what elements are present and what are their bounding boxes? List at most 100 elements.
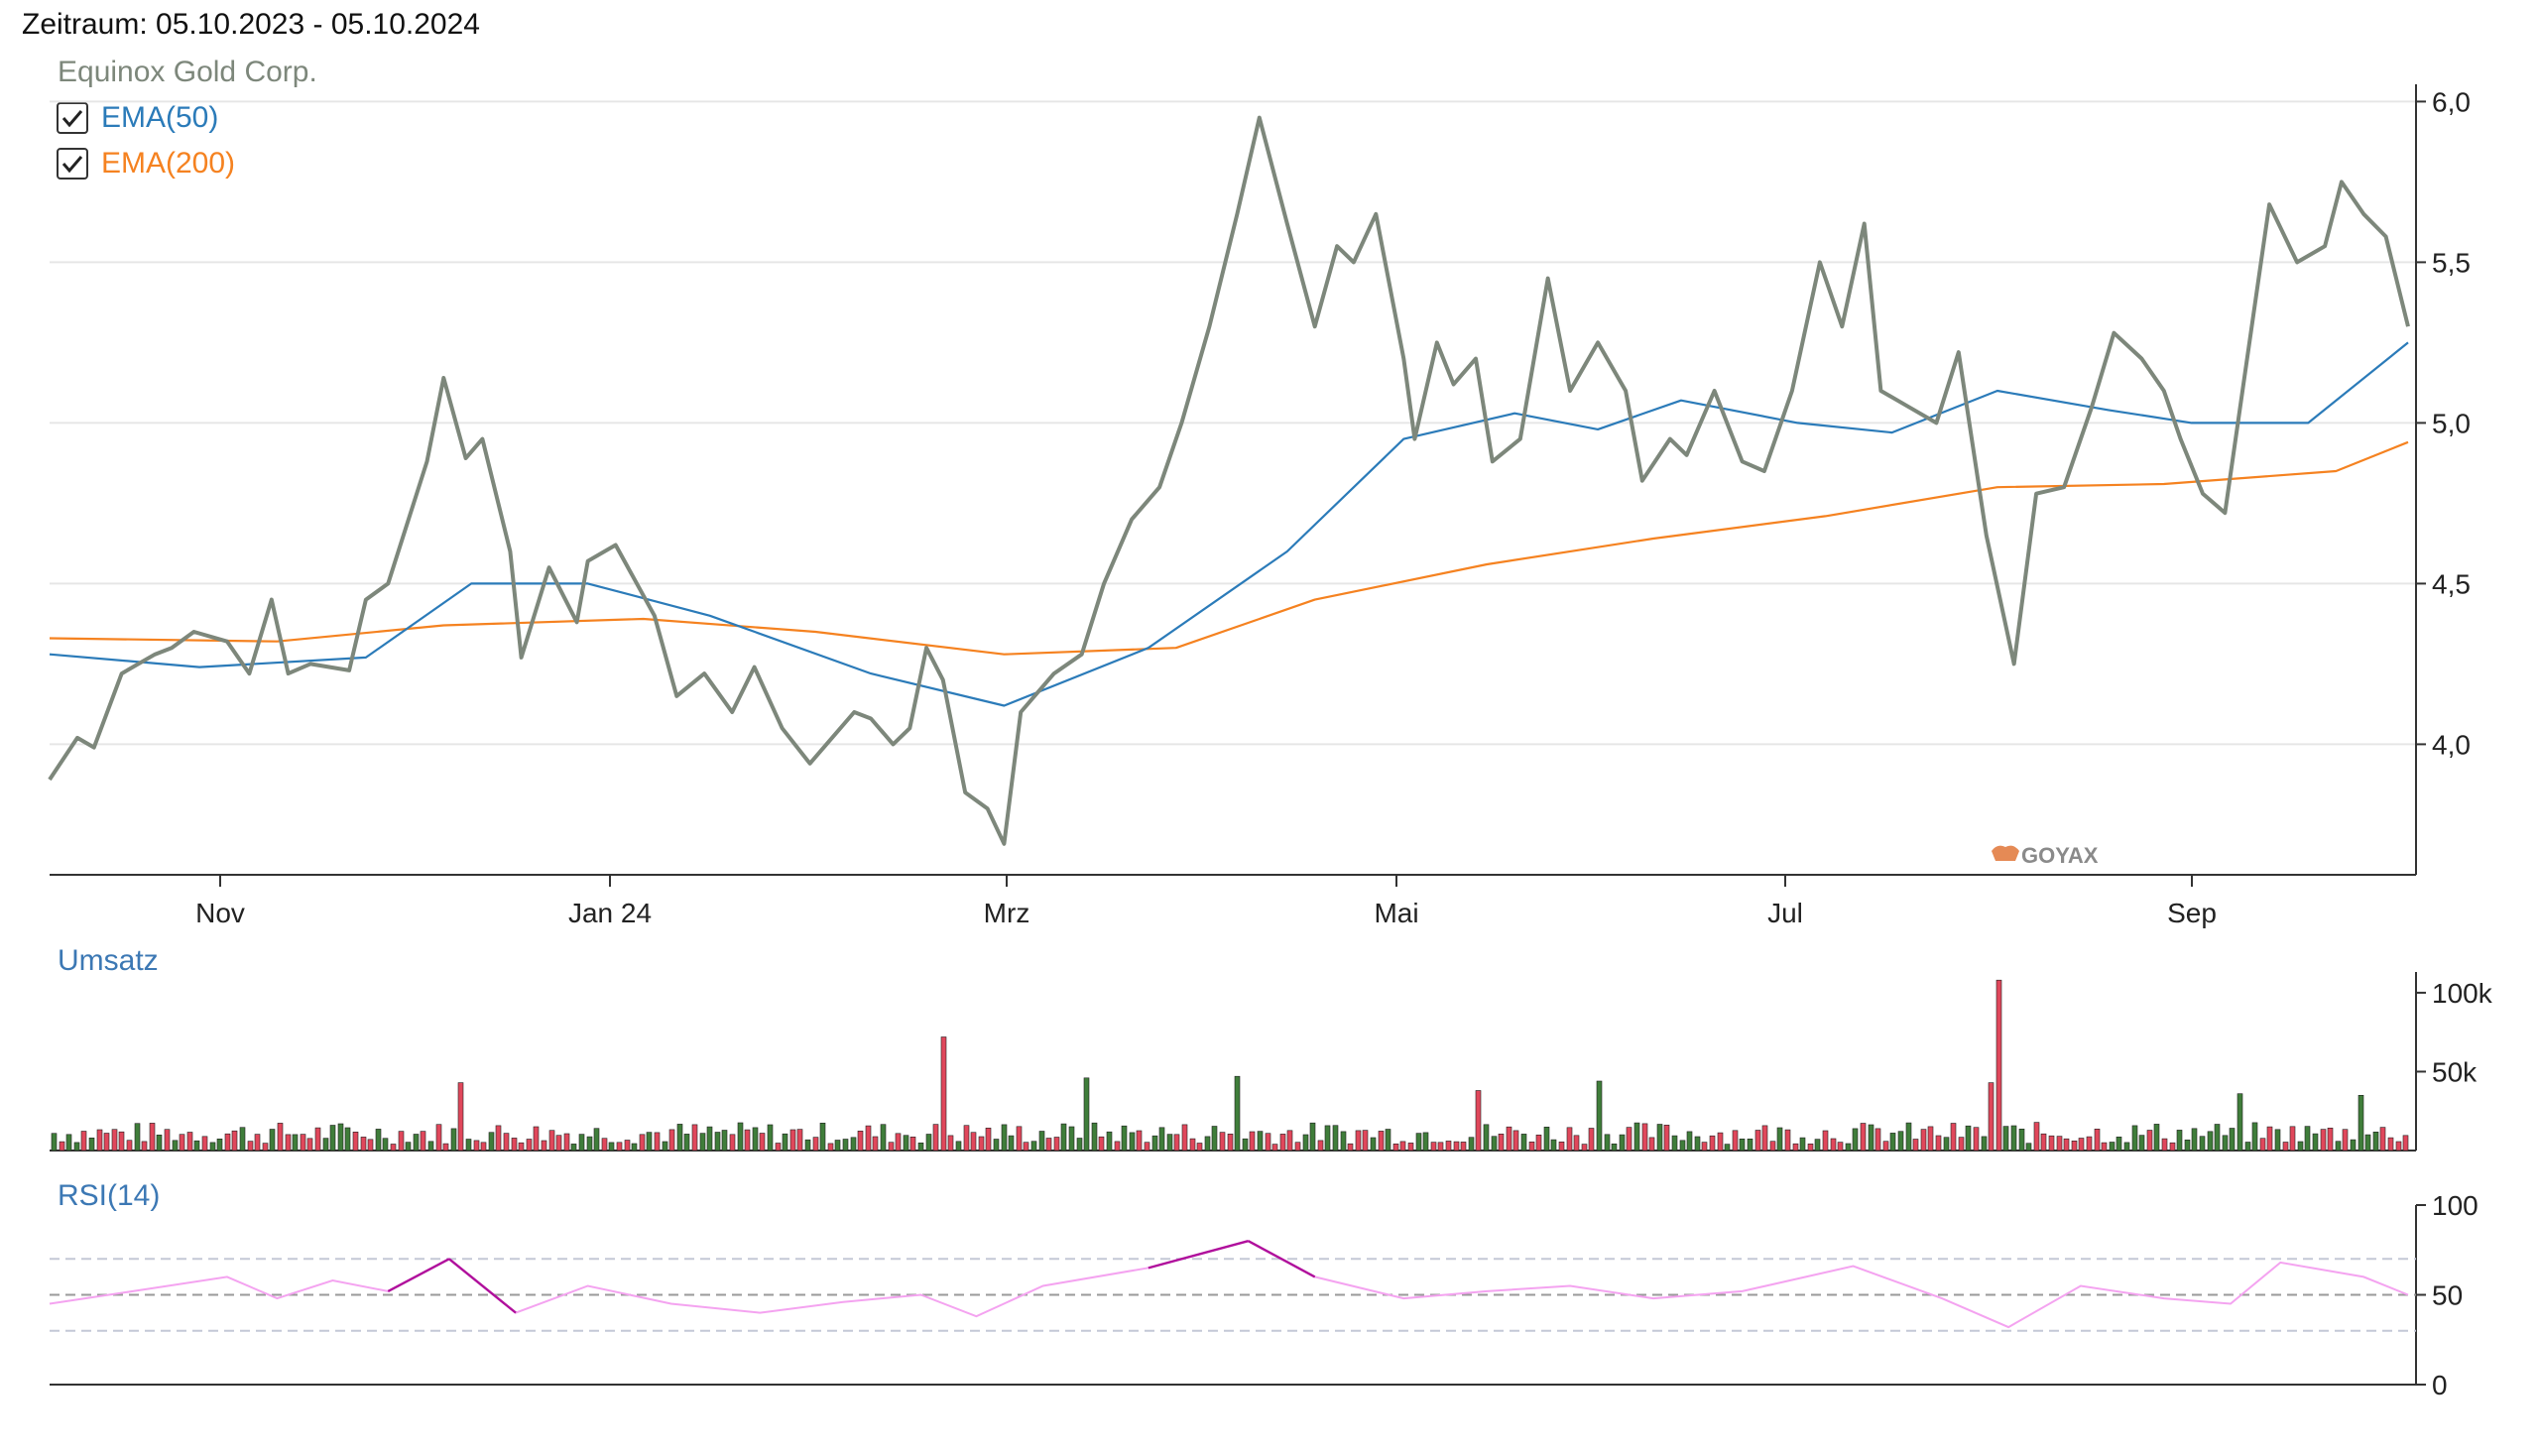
volume-bar [1091, 1122, 1098, 1152]
volume-bar [1656, 1124, 1663, 1152]
volume-bar [586, 1136, 593, 1152]
volume-bar [1761, 1125, 1768, 1152]
volume-bar [1060, 1123, 1067, 1152]
x-tick-label: Mai [1374, 898, 1418, 928]
volume-bar [555, 1135, 562, 1152]
volume-bar [1573, 1135, 1580, 1152]
price-tick-label: 5,0 [2432, 408, 2471, 438]
ema200-checkbox[interactable] [57, 148, 88, 180]
volume-bar [285, 1134, 292, 1152]
volume-bar [2274, 1129, 2281, 1152]
volume-bar [2358, 1095, 2364, 1152]
volume-bar [1136, 1130, 1143, 1152]
volume-bar [796, 1129, 803, 1152]
volume-bar [442, 1143, 449, 1152]
volume-bar [1747, 1139, 1753, 1152]
volume-bar [2033, 1122, 2040, 1152]
volume-bar [1958, 1137, 1965, 1152]
volume-bar [2048, 1135, 2055, 1152]
volume-bar [2116, 1137, 2122, 1152]
volume-bar [1407, 1143, 1414, 1152]
volume-bar [842, 1139, 849, 1152]
volume-bar [1981, 1136, 1988, 1152]
volume-bar [1830, 1138, 1837, 1152]
volume-bar [172, 1140, 179, 1152]
volume-bar [1053, 1137, 1060, 1152]
check-icon [61, 110, 83, 128]
volume-bar [1340, 1131, 1347, 1152]
volume-bar [457, 1082, 464, 1152]
volume-bar [1257, 1131, 1264, 1152]
volume-bar [789, 1129, 796, 1152]
volume-bar [1822, 1130, 1829, 1152]
volume-bar [1249, 1131, 1256, 1152]
volume-bar [2176, 1130, 2183, 1152]
volume-bar [367, 1139, 374, 1152]
volume-bar [1535, 1135, 1542, 1152]
volume-bar [1912, 1139, 1919, 1152]
volume-bar [2364, 1134, 2371, 1152]
volume-bar [1399, 1141, 1406, 1152]
volume-bar [2251, 1122, 2258, 1152]
x-tick-label: Jul [1767, 898, 1803, 928]
volume-bar [51, 1133, 58, 1152]
volume-bar [1265, 1133, 1271, 1152]
volume-bar [683, 1134, 690, 1152]
volume-bar [1016, 1126, 1023, 1152]
volume-bar [1294, 1142, 1301, 1152]
volume-bar [1619, 1134, 1626, 1152]
volume-bar [1204, 1136, 1211, 1152]
volume-bar [1068, 1126, 1075, 1152]
time-x-axis: Nov Jan 24 Mrz Mai Jul Sep [195, 875, 2217, 928]
volume-bar [608, 1142, 615, 1152]
ema50-checkbox[interactable] [57, 102, 88, 134]
rsi-overbought-segment [1148, 1240, 1249, 1270]
volume-bar [149, 1123, 156, 1152]
volume-bar [65, 1134, 72, 1152]
volume-bar [247, 1141, 254, 1152]
volume-bar [2109, 1142, 2116, 1152]
volume-bar [1045, 1138, 1052, 1152]
volume-bar [1211, 1126, 1218, 1152]
volume-bar [1189, 1138, 1196, 1152]
volume-bar [1889, 1133, 1896, 1152]
volume-bar [699, 1133, 706, 1152]
rsi-tick-label: 50 [2432, 1280, 2463, 1311]
volume-bar [1611, 1144, 1618, 1152]
period-label: Zeitraum: 05.10.2023 - 05.10.2024 [22, 8, 480, 41]
volume-bar [2320, 1129, 2327, 1152]
volume-bar [1860, 1123, 1867, 1152]
volume-bar [1173, 1134, 1180, 1152]
volume-bar [940, 1036, 947, 1152]
price-tick-label: 4,5 [2432, 568, 2471, 599]
volume-bar [1076, 1138, 1083, 1152]
x-tick-label: Nov [195, 898, 245, 928]
volume-bar [1151, 1135, 1158, 1152]
volume-bar [1460, 1142, 1467, 1152]
volume-bar [744, 1129, 751, 1152]
volume-bar [1227, 1134, 1234, 1152]
volume-bar [775, 1143, 782, 1152]
ema50-legend-item[interactable]: EMA(50) [57, 101, 218, 134]
volume-bar [511, 1138, 518, 1152]
volume-bar [2071, 1141, 2078, 1152]
ema200-legend-item[interactable]: EMA(200) [57, 147, 235, 180]
volume-bar [1234, 1075, 1241, 1152]
volume-bar [2335, 1141, 2342, 1152]
volume-bar [2304, 1126, 2311, 1152]
volume-bar [1686, 1131, 1693, 1152]
volume-bar [1920, 1129, 1927, 1152]
x-tick-label: Sep [2167, 898, 2217, 928]
volume-bar [1739, 1139, 1746, 1152]
rsi-series-group [49, 1240, 2409, 1329]
ema200-line [49, 440, 2409, 656]
volume-bar [1663, 1125, 1670, 1152]
volume-bar [616, 1142, 623, 1152]
volume-bar [2372, 1132, 2379, 1152]
volume-bar [1988, 1082, 1995, 1152]
price-line [48, 115, 2410, 846]
volume-bar [1445, 1141, 1452, 1152]
volume-bar [857, 1131, 864, 1152]
volume-bar [903, 1135, 909, 1152]
